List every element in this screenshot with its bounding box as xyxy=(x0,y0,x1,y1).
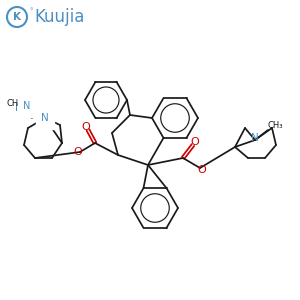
Text: O: O xyxy=(198,165,206,175)
Text: Kuujia: Kuujia xyxy=(34,8,84,26)
Text: O: O xyxy=(74,147,82,157)
Text: °: ° xyxy=(29,8,32,14)
Text: CH₃: CH₃ xyxy=(6,100,22,109)
Text: N: N xyxy=(251,133,259,143)
Text: N: N xyxy=(39,113,47,123)
Text: N: N xyxy=(15,103,23,113)
Text: N: N xyxy=(41,113,49,123)
Text: N: N xyxy=(23,99,31,109)
Text: K: K xyxy=(13,12,21,22)
Text: N: N xyxy=(23,101,31,111)
Text: CH₃: CH₃ xyxy=(267,122,283,130)
Text: O: O xyxy=(190,137,200,147)
Text: O: O xyxy=(82,122,90,132)
